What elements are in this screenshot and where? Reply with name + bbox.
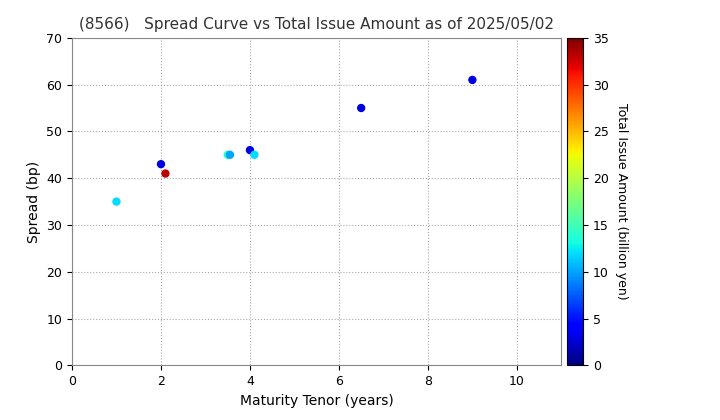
Title: (8566)   Spread Curve vs Total Issue Amount as of 2025/05/02: (8566) Spread Curve vs Total Issue Amoun… — [79, 18, 554, 32]
Point — [244, 147, 256, 153]
Point — [111, 198, 122, 205]
Y-axis label: Spread (bp): Spread (bp) — [27, 160, 41, 243]
X-axis label: Maturity Tenor (years): Maturity Tenor (years) — [240, 394, 394, 408]
Point — [248, 152, 260, 158]
Point — [467, 76, 478, 83]
Point — [160, 170, 171, 177]
Point — [356, 105, 367, 111]
Y-axis label: Total Issue Amount (billion yen): Total Issue Amount (billion yen) — [615, 103, 628, 300]
Point — [156, 161, 167, 168]
Point — [222, 152, 233, 158]
Point — [224, 152, 235, 158]
